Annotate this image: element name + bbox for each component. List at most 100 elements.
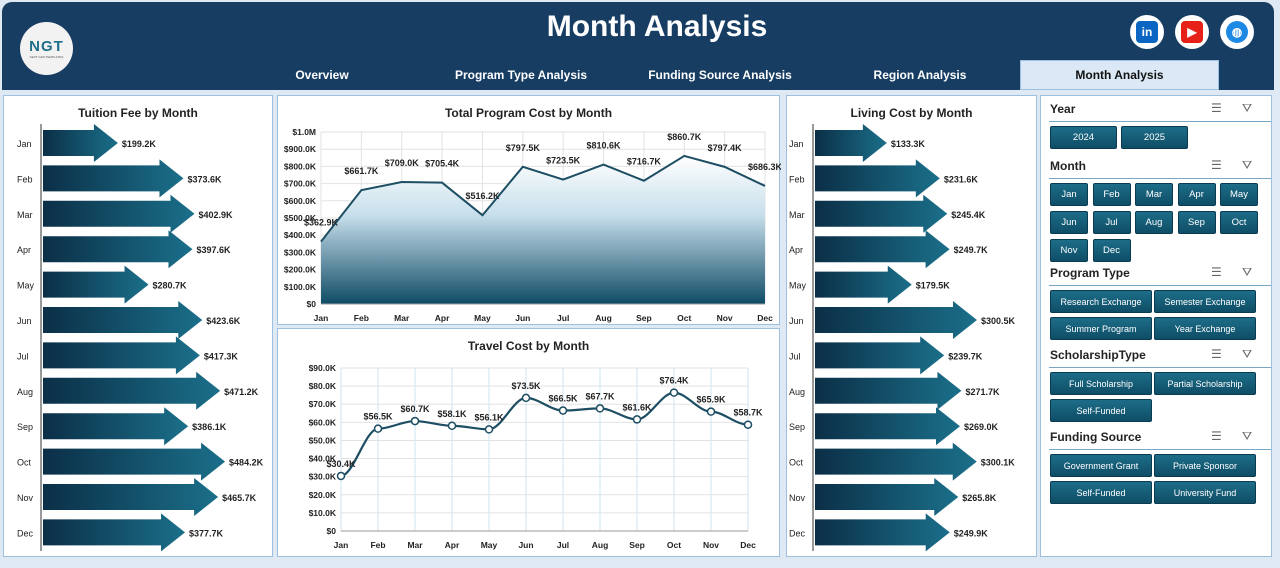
clear-filter-icon[interactable]: ⛛ — [1242, 101, 1253, 115]
bar-arrow — [815, 371, 962, 410]
bar-arrow — [43, 478, 219, 516]
slicer-button[interactable]: Full Scholarship — [1050, 372, 1152, 395]
slicer-panel: Year ☰ ⛛ 2024 2025 Month ☰ ⛛ Jan Feb Mar Apr M… — [1040, 95, 1272, 557]
clear-filter-icon[interactable]: ⛛ — [1242, 429, 1253, 443]
tab-program-type-analysis[interactable]: Program Type Analysis — [454, 68, 588, 82]
slicer-button[interactable]: Feb — [1092, 183, 1131, 206]
data-label: $231.6K — [944, 174, 979, 184]
slicer-button[interactable]: Aug — [1135, 211, 1173, 234]
data-label: $402.9K — [198, 210, 233, 220]
slicer-button[interactable]: 2025 — [1121, 126, 1188, 149]
slicer-button[interactable]: Jun — [1050, 211, 1088, 234]
x-tick-label: Oct — [667, 540, 681, 550]
category-label: Mar — [17, 210, 33, 220]
y-tick-label: $100.0K — [284, 282, 317, 292]
category-label: Mar — [789, 210, 805, 220]
slicer-button[interactable]: Private Sponsor — [1154, 454, 1256, 477]
data-point — [484, 425, 494, 434]
slicer-button[interactable]: Research Exchange — [1050, 290, 1152, 313]
bar-arrow — [43, 265, 149, 304]
data-point — [706, 407, 716, 416]
y-tick-label: $300.0K — [284, 247, 317, 257]
data-label: $249.9K — [954, 528, 989, 538]
x-tick-label: Jul — [557, 540, 569, 550]
slicer-button[interactable]: Apr — [1177, 183, 1216, 206]
slicer-divider — [1049, 121, 1271, 122]
slicer-button[interactable]: Self-Funded — [1050, 399, 1152, 422]
chart-title: Living Cost by Month — [850, 106, 973, 120]
slicer-button[interactable]: Partial Scholarship — [1154, 372, 1256, 395]
category-label: Apr — [789, 245, 803, 255]
slicer-button[interactable]: Summer Program — [1050, 317, 1152, 340]
slicer-button[interactable]: Self-Funded — [1050, 481, 1152, 504]
tab-month-analysis[interactable]: Month Analysis — [1020, 60, 1219, 90]
y-tick-label: $30.0K — [309, 472, 337, 482]
bar-arrow — [815, 124, 887, 162]
multi-select-icon[interactable]: ☰ — [1211, 101, 1222, 115]
x-tick-label: Jan — [314, 313, 329, 323]
data-label: $686.3K — [748, 162, 781, 172]
multi-select-icon[interactable]: ☰ — [1211, 265, 1222, 279]
x-tick-label: Sep — [636, 313, 652, 323]
slicer-button[interactable]: Jul — [1092, 211, 1131, 234]
data-label: $76.4K — [659, 376, 689, 386]
slicer-button[interactable]: Year Exchange — [1154, 317, 1256, 340]
slicer-button[interactable]: 2024 — [1050, 126, 1117, 149]
website-icon[interactable]: ◍ — [1220, 15, 1254, 49]
data-label: $705.4K — [425, 159, 460, 169]
category-label: Sep — [789, 422, 805, 432]
category-label: Feb — [17, 174, 33, 184]
data-label: $280.7K — [153, 281, 188, 291]
slicer-button[interactable]: Nov — [1050, 239, 1088, 262]
header: NGT NEXT GEN TEMPLATES Month Analysis in … — [2, 2, 1274, 90]
chart-title: Total Program Cost by Month — [444, 106, 613, 120]
living-cost-chart: Living Cost by Month Jan $133.3K Feb $231.6… — [786, 95, 1037, 557]
slicer-button[interactable]: Dec — [1092, 239, 1131, 262]
clear-filter-icon[interactable]: ⛛ — [1242, 347, 1253, 361]
clear-filter-icon[interactable]: ⛛ — [1242, 158, 1253, 172]
category-label: Feb — [789, 174, 805, 184]
slicer-divider — [1049, 285, 1271, 286]
data-point — [336, 471, 346, 481]
data-label: $133.3K — [891, 139, 926, 149]
data-label: $65.9K — [696, 395, 726, 405]
data-point — [743, 420, 753, 429]
bar-arrow — [815, 159, 940, 198]
y-tick-label: $900.0K — [284, 144, 317, 154]
x-tick-label: Aug — [595, 313, 612, 323]
data-label: $56.1K — [474, 412, 504, 422]
slicer-button[interactable]: Semester Exchange — [1154, 290, 1256, 313]
category-label: Oct — [17, 458, 32, 468]
multi-select-icon[interactable]: ☰ — [1211, 429, 1222, 443]
category-label: Nov — [17, 493, 34, 503]
x-tick-label: Nov — [703, 540, 719, 550]
x-tick-label: Jul — [557, 313, 569, 323]
category-label: Aug — [789, 387, 805, 397]
clear-filter-icon[interactable]: ⛛ — [1242, 265, 1253, 279]
category-label: Dec — [17, 528, 34, 538]
tab-funding-source-analysis[interactable]: Funding Source Analysis — [648, 68, 792, 82]
bar-arrow — [815, 478, 959, 516]
bar-arrow — [43, 513, 186, 552]
youtube-icon[interactable]: ▶ — [1175, 15, 1209, 49]
slicer-button[interactable]: Government Grant — [1050, 454, 1152, 477]
slicer-button[interactable]: Oct — [1220, 211, 1258, 234]
slicer-button[interactable]: Sep — [1177, 211, 1216, 234]
data-label: $179.5K — [916, 281, 951, 291]
slicer-button[interactable]: University Fund — [1154, 481, 1256, 504]
slicer-button[interactable]: Jan — [1050, 183, 1088, 206]
multi-select-icon[interactable]: ☰ — [1211, 158, 1222, 172]
multi-select-icon[interactable]: ☰ — [1211, 347, 1222, 361]
data-point — [521, 393, 531, 403]
slicer-button[interactable]: May — [1220, 183, 1258, 206]
bar-arrow — [815, 194, 948, 233]
x-tick-label: Mar — [407, 540, 423, 550]
data-label: $484.2K — [229, 458, 264, 468]
data-label: $377.7K — [189, 528, 224, 538]
slicer-title: ScholarshipType — [1050, 348, 1146, 362]
x-tick-label: Aug — [592, 540, 609, 550]
linkedin-icon[interactable]: in — [1130, 15, 1164, 49]
tab-overview[interactable]: Overview — [295, 68, 349, 82]
slicer-button[interactable]: Mar — [1135, 183, 1173, 206]
tab-region-analysis[interactable]: Region Analysis — [873, 68, 967, 82]
